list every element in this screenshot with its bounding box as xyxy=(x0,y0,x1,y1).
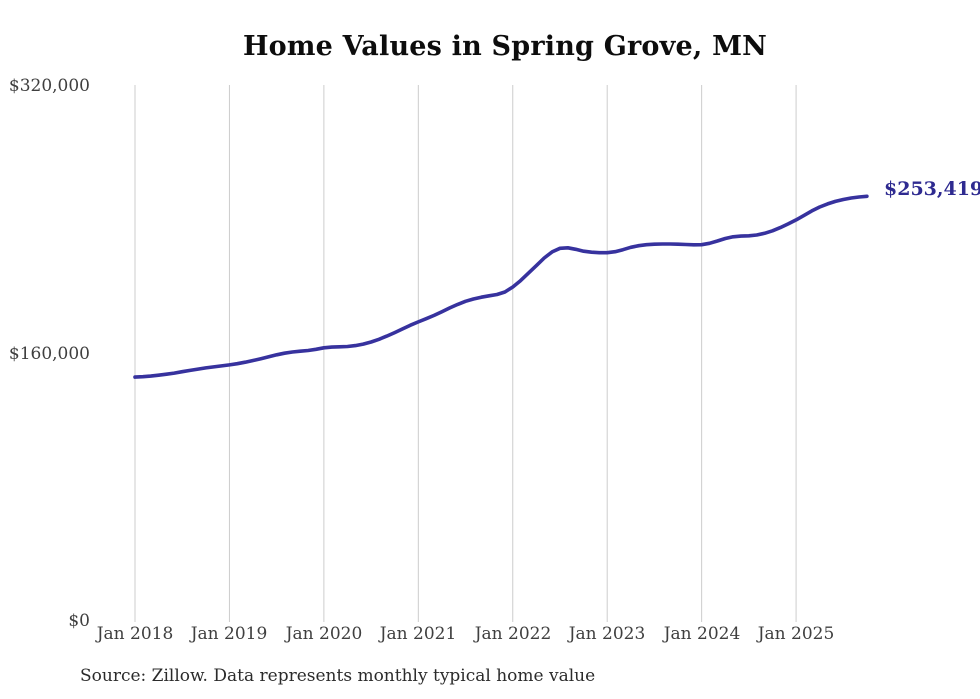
x-axis-tick-2019: Jan 2019 xyxy=(190,624,268,644)
value-line-group xyxy=(133,194,869,379)
y-axis-tick-0: $0 xyxy=(68,611,90,631)
latest-value-label: $253,419 xyxy=(884,178,980,200)
y-axis-tick-320000: $320,000 xyxy=(8,76,90,96)
x-axis-tick-2018: Jan 2018 xyxy=(96,624,174,644)
value-line xyxy=(133,194,869,379)
x-axis-tick-2020: Jan 2020 xyxy=(285,624,363,644)
x-axis-tick-2023: Jan 2023 xyxy=(568,624,646,644)
x-axis-tick-2025: Jan 2025 xyxy=(757,624,835,644)
y-axis-tick-160000: $160,000 xyxy=(8,344,90,364)
x-axis-tick-2024: Jan 2024 xyxy=(663,624,741,644)
source-note: Source: Zillow. Data represents monthly … xyxy=(80,666,596,686)
x-axis-tick-2022: Jan 2022 xyxy=(474,624,552,644)
x-axis-tick-2021: Jan 2021 xyxy=(379,624,457,644)
chart-title: Home Values in Spring Grove, MN xyxy=(242,31,768,62)
year-gridlines xyxy=(134,85,797,622)
